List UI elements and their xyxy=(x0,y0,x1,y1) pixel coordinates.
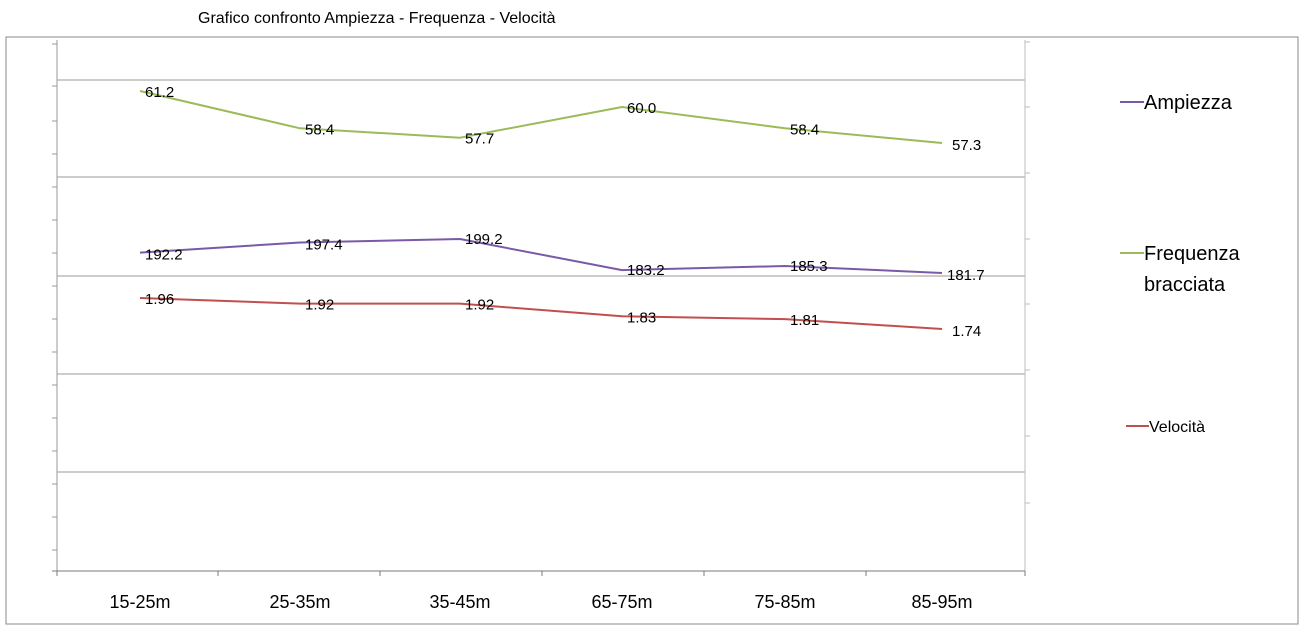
x-tick-label: 65-75m xyxy=(591,592,652,612)
series-line-3 xyxy=(139,297,943,330)
legend-label: Frequenza bracciata xyxy=(1144,243,1240,296)
data-label: 185.3 xyxy=(790,258,828,275)
x-tick-labels: 15-25m 25-35m 35-45m 65-75m 75-85m 85-95m xyxy=(109,592,972,612)
x-tick-label: 85-95m xyxy=(911,592,972,612)
data-label: 181.7 xyxy=(947,267,985,284)
data-label: 1.96 xyxy=(145,291,174,308)
data-label: 199.2 xyxy=(465,231,503,248)
legend-label: Ampiezza xyxy=(1144,92,1233,114)
data-label: 58.4 xyxy=(305,121,334,138)
data-label: 57.3 xyxy=(952,137,981,154)
x-tick-label: 25-35m xyxy=(269,592,330,612)
data-label: 60.0 xyxy=(627,100,656,117)
series-lines xyxy=(139,90,943,330)
series-line-1 xyxy=(139,238,943,274)
x-tick-label: 75-85m xyxy=(754,592,815,612)
data-label: 197.4 xyxy=(305,236,343,253)
grid-lines xyxy=(57,79,1025,473)
data-label: 183.2 xyxy=(627,262,665,279)
data-labels: 192.2 197.4 199.2 183.2 185.3 181.7 61.2 58.4 57… xyxy=(145,84,985,340)
data-label: 1.92 xyxy=(465,297,494,314)
data-label: 192.2 xyxy=(145,247,183,264)
chart-title: Grafico confronto Ampiezza - Frequenza -… xyxy=(198,10,556,27)
legend: Ampiezza Frequenza bracciata Velocità xyxy=(1120,92,1240,436)
data-label: 57.7 xyxy=(465,131,494,148)
data-label: 1.92 xyxy=(305,297,334,314)
data-label: 1.83 xyxy=(627,309,656,326)
series-line-2 xyxy=(139,90,943,144)
axes xyxy=(52,40,1030,576)
data-label: 1.74 xyxy=(952,323,981,340)
x-tick-label: 35-45m xyxy=(429,592,490,612)
legend-label: Velocità xyxy=(1149,419,1205,436)
data-label: 61.2 xyxy=(145,84,174,101)
data-label: 58.4 xyxy=(790,121,819,138)
x-tick-label: 15-25m xyxy=(109,592,170,612)
data-label: 1.81 xyxy=(790,312,819,329)
chart-frame xyxy=(5,36,1299,625)
